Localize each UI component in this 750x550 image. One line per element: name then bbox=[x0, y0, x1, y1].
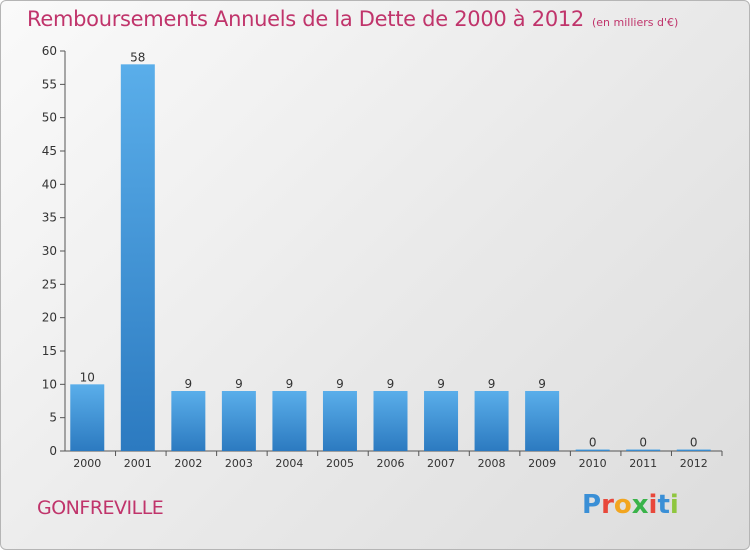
data-label: 9 bbox=[488, 377, 496, 391]
y-tick-label: 50 bbox=[42, 111, 57, 125]
data-label: 10 bbox=[80, 370, 95, 384]
x-tick-label: 2009 bbox=[528, 457, 556, 470]
y-tick-label: 35 bbox=[42, 211, 57, 225]
bar bbox=[676, 449, 711, 451]
data-label: 9 bbox=[235, 377, 243, 391]
y-tick-label: 10 bbox=[42, 377, 57, 391]
bar bbox=[322, 391, 357, 451]
commune-name: GONFREVILLE bbox=[37, 497, 164, 519]
bar bbox=[373, 391, 408, 451]
data-label: 0 bbox=[589, 436, 597, 450]
x-tick-label: 2001 bbox=[124, 457, 152, 470]
y-tick-label: 15 bbox=[42, 344, 57, 358]
unit-label: (en milliers d'€) bbox=[592, 16, 679, 29]
x-tick-label: 2000 bbox=[73, 457, 101, 470]
bar bbox=[221, 391, 256, 451]
bar bbox=[120, 64, 155, 452]
x-tick-label: 2007 bbox=[427, 457, 455, 470]
data-label: 9 bbox=[387, 377, 395, 391]
logo-letter: o bbox=[613, 490, 632, 520]
y-tick-label: 20 bbox=[42, 311, 57, 325]
data-label: 9 bbox=[286, 377, 294, 391]
data-label: 0 bbox=[690, 436, 698, 450]
x-tick-label: 2012 bbox=[680, 457, 708, 470]
logo-letter: x bbox=[631, 490, 649, 520]
x-tick-label: 2004 bbox=[275, 457, 303, 470]
bar bbox=[626, 449, 661, 451]
y-tick-label: 55 bbox=[42, 77, 57, 91]
bar bbox=[272, 391, 307, 451]
data-label: 9 bbox=[437, 377, 445, 391]
y-tick-label: 40 bbox=[42, 177, 57, 191]
y-tick-label: 45 bbox=[42, 144, 57, 158]
logo-letter: i bbox=[669, 490, 679, 520]
bar bbox=[474, 391, 509, 451]
x-tick-label: 2010 bbox=[579, 457, 607, 470]
bar bbox=[575, 449, 610, 451]
y-tick-label: 25 bbox=[42, 277, 57, 291]
logo-letter: r bbox=[601, 490, 614, 520]
data-label: 9 bbox=[185, 377, 193, 391]
y-tick-label: 60 bbox=[42, 44, 57, 58]
bar bbox=[171, 391, 206, 451]
x-tick-label: 2002 bbox=[174, 457, 202, 470]
x-tick-label: 2003 bbox=[225, 457, 253, 470]
title-text: Remboursements Annuels de la Dette de 20… bbox=[27, 7, 584, 31]
data-label: 9 bbox=[336, 377, 344, 391]
chart-title: Remboursements Annuels de la Dette de 20… bbox=[27, 7, 678, 31]
x-tick-label: 2008 bbox=[478, 457, 506, 470]
y-tick-label: 30 bbox=[42, 244, 57, 258]
bar bbox=[424, 391, 459, 451]
x-tick-label: 2011 bbox=[629, 457, 657, 470]
y-tick-label: 0 bbox=[49, 444, 57, 458]
x-tick-label: 2006 bbox=[377, 457, 405, 470]
data-label: 9 bbox=[538, 377, 546, 391]
logo-letter: P bbox=[582, 490, 602, 520]
x-tick-label: 2005 bbox=[326, 457, 354, 470]
y-tick-label: 5 bbox=[49, 411, 57, 425]
data-label: 0 bbox=[639, 436, 647, 450]
logo-letter: i bbox=[648, 490, 658, 520]
data-label: 58 bbox=[130, 50, 145, 64]
logo-letter: t bbox=[657, 490, 670, 520]
bar bbox=[525, 391, 560, 451]
bar bbox=[70, 384, 105, 451]
proxiti-logo: Proxiti bbox=[582, 490, 679, 520]
